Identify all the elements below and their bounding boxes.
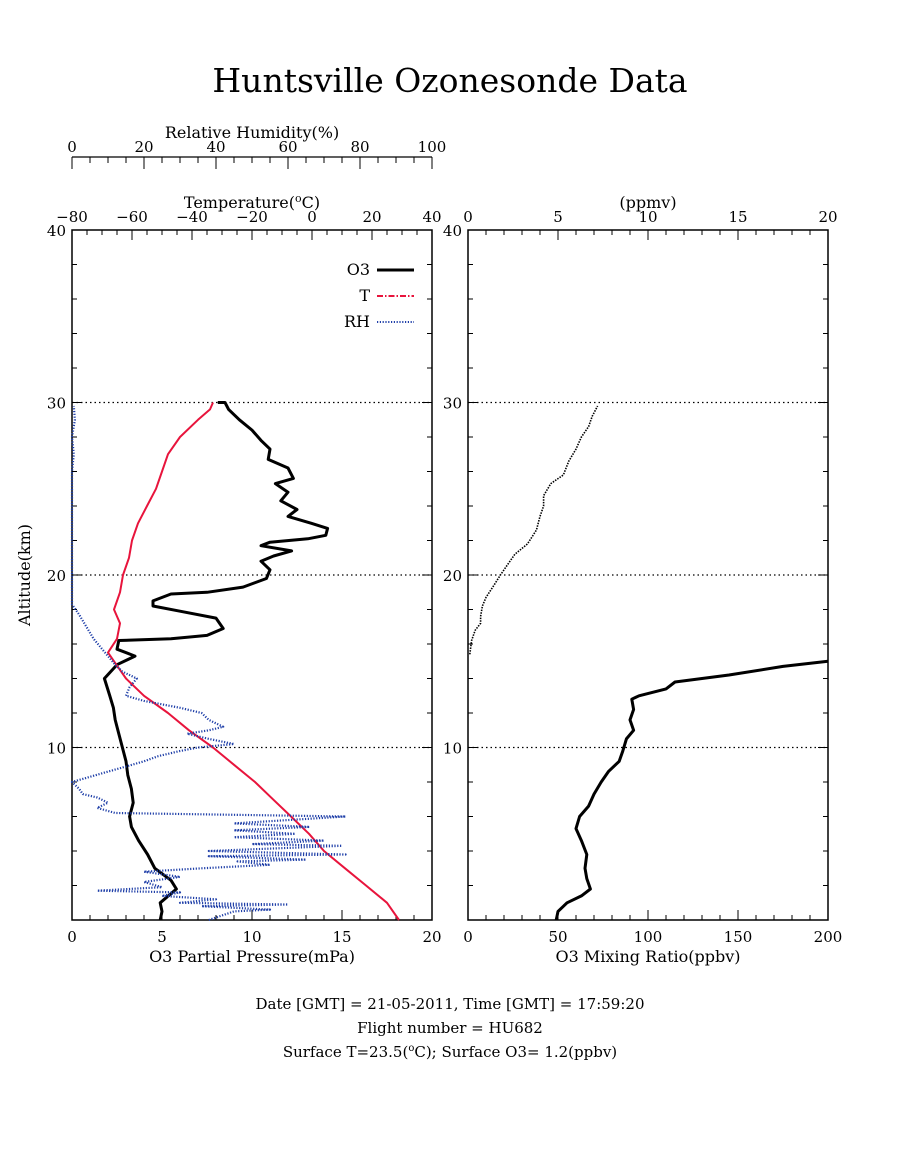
footer-flight-number: Flight number = HU682 (357, 1019, 543, 1037)
left-panel: 10 20 30 40 0 5 10 15 20 −80 −60 −40 −20 0 20 40 0 20 40 60… (47, 138, 446, 946)
x-tick-label: 10 (638, 208, 657, 226)
ppmv-axis-label: (ppmv) (619, 193, 676, 212)
x-tick-label: 150 (724, 928, 753, 946)
rh-axis-label: Relative Humidity(%) (165, 123, 339, 142)
rh-tick-label: 40 (206, 138, 225, 156)
y-tick-label: 10 (443, 740, 462, 758)
y-tick-label: 30 (47, 395, 66, 413)
x-tick-label: 0 (67, 928, 77, 946)
x-tick-label: 10 (242, 928, 261, 946)
y-tick-label: 40 (47, 222, 66, 240)
footer-surface-values: Surface T=23.5(oC); Surface O3= 1.2(ppbv… (282, 1043, 618, 1061)
x-tick-label: 50 (548, 928, 567, 946)
x-tick-label: 0 (463, 928, 473, 946)
x-tick-label: 15 (728, 208, 747, 226)
x-tick-label: −80 (56, 208, 88, 226)
y-tick-label: 40 (443, 222, 462, 240)
o3-mixing-ratio-axis-label: O3 Mixing Ratio(ppbv) (555, 947, 740, 966)
legend-label-o3: O3 (347, 260, 370, 279)
x-tick-label: 20 (422, 928, 441, 946)
x-tick-label: −20 (236, 208, 268, 226)
altitude-axis-label: Altitude(km) (15, 524, 34, 627)
x-tick-label: 15 (332, 928, 351, 946)
x-tick-label: 5 (553, 208, 563, 226)
x-tick-label: −40 (176, 208, 208, 226)
y-tick-label: 10 (47, 740, 66, 758)
mixing-ratio-upper-line (469, 405, 599, 655)
series-t-line (107, 402, 400, 921)
x-tick-label: 0 (463, 208, 473, 226)
x-tick-label: 20 (818, 208, 837, 226)
legend-label-t: T (359, 286, 370, 305)
rh-tick-label: 60 (278, 138, 297, 156)
footer-date-time: Date [GMT] = 21-05-2011, Time [GMT] = 17… (255, 995, 645, 1013)
y-tick-label: 20 (443, 567, 462, 585)
x-tick-label: −60 (116, 208, 148, 226)
legend-label-rh: RH (344, 312, 370, 331)
x-tick-label: 40 (422, 208, 441, 226)
temperature-axis-label: Temperature(oC) (184, 192, 320, 212)
x-tick-label: 100 (634, 928, 663, 946)
legend: O3 T RH (344, 260, 414, 331)
chart-title: Huntsville Ozonesonde Data (212, 61, 687, 100)
x-tick-label: 200 (814, 928, 843, 946)
x-tick-label: 0 (307, 208, 317, 226)
rh-tick-label: 80 (350, 138, 369, 156)
x-tick-label: 20 (362, 208, 381, 226)
rh-tick-label: 0 (67, 138, 77, 156)
rh-tick-label: 100 (418, 138, 447, 156)
mixing-ratio-line (554, 659, 829, 921)
o3-partial-pressure-axis-label: O3 Partial Pressure(mPa) (149, 947, 355, 966)
y-tick-label: 20 (47, 567, 66, 585)
rh-tick-label: 20 (134, 138, 153, 156)
series-rh-line (70, 405, 347, 922)
y-tick-label: 30 (443, 395, 462, 413)
x-tick-label: 5 (157, 928, 167, 946)
series-o3-line (102, 401, 330, 921)
